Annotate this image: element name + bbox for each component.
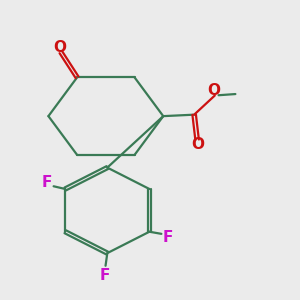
Text: O: O	[208, 83, 221, 98]
Text: O: O	[191, 137, 205, 152]
Text: O: O	[53, 40, 66, 55]
Text: F: F	[100, 268, 110, 283]
Text: F: F	[163, 230, 173, 245]
Text: F: F	[42, 175, 52, 190]
